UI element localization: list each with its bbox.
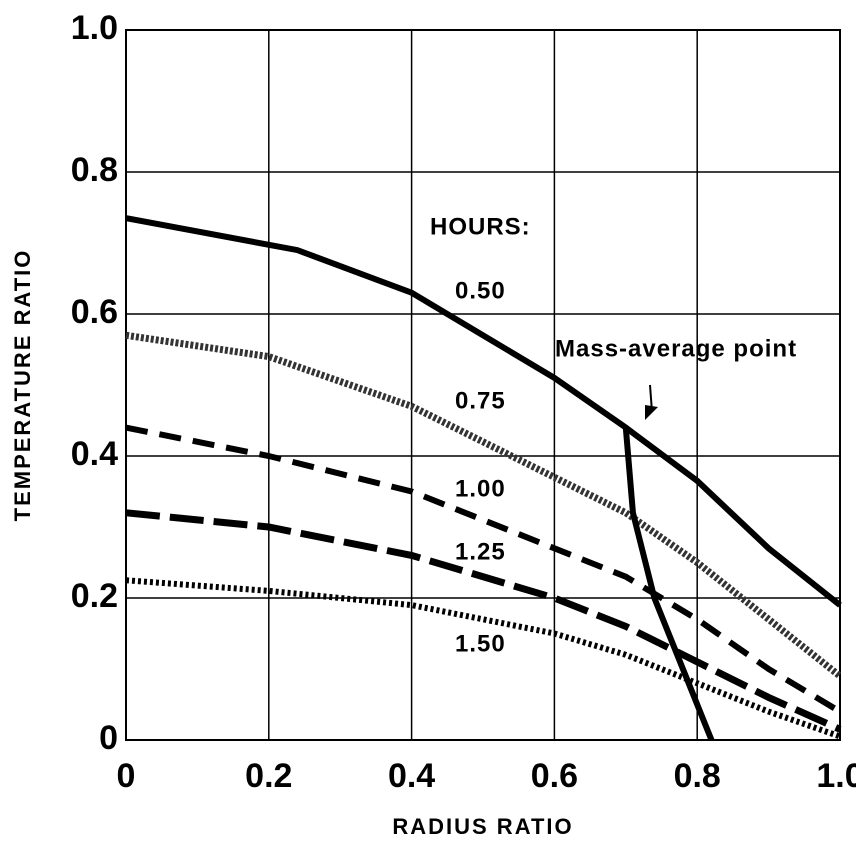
series-line [125, 509, 842, 733]
series-label: 0.75 [455, 387, 506, 414]
y-tick-label: 0.8 [71, 151, 118, 189]
y-axis-label: TEMPERATURE RATIO [10, 249, 35, 522]
x-tick-label: 0.4 [388, 757, 435, 795]
series-label: 1.00 [455, 475, 506, 502]
y-tick-label: 0.2 [71, 577, 118, 615]
y-tick-label: 0.6 [71, 293, 118, 331]
series-line [125, 577, 841, 740]
x-tick-label: 0.2 [245, 757, 292, 795]
series-line [125, 331, 843, 679]
arrow-head [645, 405, 658, 420]
x-tick-label: 1.0 [816, 757, 856, 795]
series-label: 0.50 [455, 277, 506, 304]
legend-title: HOURS: [430, 213, 531, 240]
series-line [622, 427, 715, 742]
series-line [125, 424, 842, 715]
y-tick-label: 0.4 [71, 435, 118, 473]
series-label: 1.50 [455, 630, 506, 657]
y-tick-label: 0 [99, 719, 118, 757]
x-axis-label: RADIUS RATIO [392, 814, 573, 839]
series-label: 1.25 [455, 538, 506, 565]
series-line [125, 215, 842, 608]
x-tick-label: 0 [117, 757, 136, 795]
x-tick-label: 0.8 [674, 757, 721, 795]
y-tick-label: 1.0 [71, 9, 118, 47]
x-tick-label: 0.6 [531, 757, 578, 795]
series-label: Mass-average point [555, 335, 797, 362]
